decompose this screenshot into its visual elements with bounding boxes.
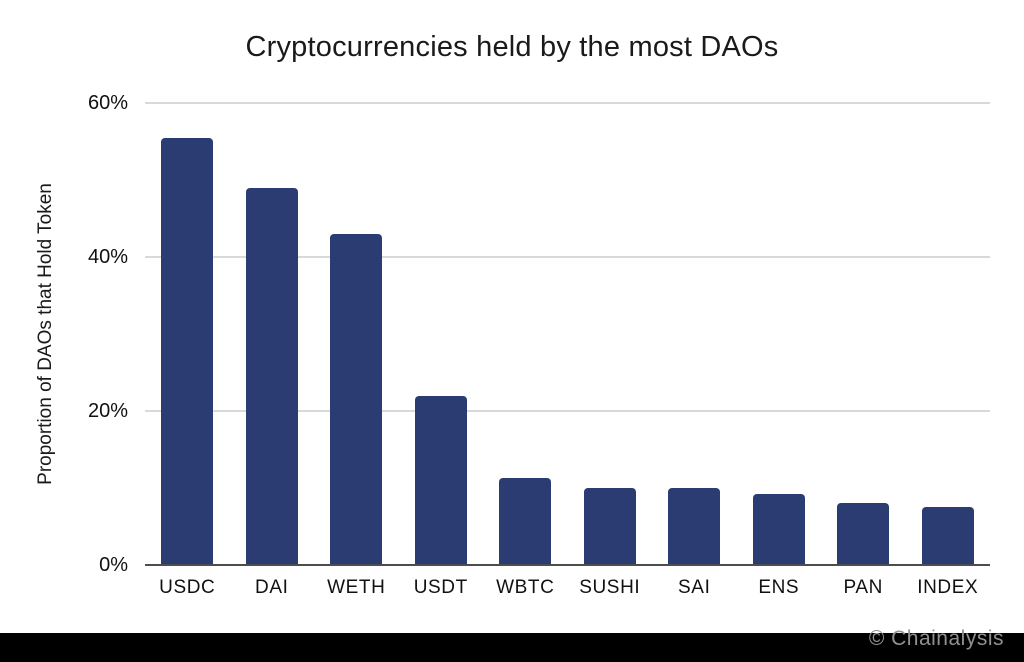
bar-weth <box>330 233 383 565</box>
bar-wbtc <box>499 478 552 565</box>
x-label-pan: PAN <box>843 577 883 598</box>
bottom-black-bar <box>0 633 1024 662</box>
x-label-sai: SAI <box>678 577 711 598</box>
x-label-weth: WETH <box>327 577 386 598</box>
bar-index <box>921 507 974 565</box>
y-tick-label-0: 0% <box>99 554 128 576</box>
bar-sai <box>668 488 721 565</box>
bar-ens <box>752 494 805 565</box>
x-label-wbtc: WBTC <box>496 577 555 598</box>
bar-usdt <box>414 395 467 565</box>
x-axis-labels: USDC DAI WETH USDT WBTC SUSHI SAI ENS PAN INDEX <box>145 577 990 599</box>
plot-area: 0% 20% 40% 60% <box>88 93 990 575</box>
x-label-sushi: SUSHI <box>579 577 641 598</box>
x-label-dai: DAI <box>255 577 289 598</box>
x-axis-line <box>145 564 990 566</box>
gridline-60 <box>145 102 990 104</box>
bar-dai <box>245 187 298 565</box>
bar-usdc <box>161 137 214 565</box>
gridline-20 <box>145 410 990 412</box>
y-tick-label-20: 20% <box>87 400 128 422</box>
watermark: © Chainalysis <box>868 627 1004 650</box>
y-tick-label-60: 60% <box>87 92 128 114</box>
x-label-ens: ENS <box>758 577 800 598</box>
y-axis-title: Proportion of DAOs that Hold Token <box>35 183 56 485</box>
x-label-usdt: USDT <box>413 577 468 598</box>
bar-pan <box>837 502 890 565</box>
gridline-40 <box>145 256 990 258</box>
x-label-index: INDEX <box>917 577 979 598</box>
y-tick-label-40: 40% <box>87 246 128 268</box>
x-label-usdc: USDC <box>159 577 216 598</box>
chart-title: Cryptocurrencies held by the most DAOs <box>245 31 779 63</box>
bar-sushi <box>583 488 636 565</box>
